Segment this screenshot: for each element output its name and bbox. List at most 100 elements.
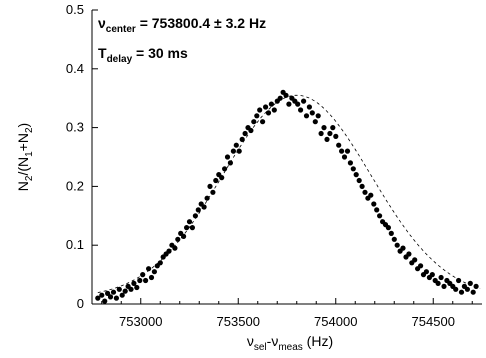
data-point (406, 251, 412, 257)
data-point (227, 160, 233, 166)
y-tick-label: 0.3 (66, 120, 84, 135)
data-point (315, 113, 321, 119)
data-point (309, 110, 315, 116)
data-point (359, 183, 365, 189)
data-point (172, 245, 178, 251)
data-point (423, 269, 429, 275)
data-point (318, 130, 324, 137)
data-point (189, 225, 195, 231)
data-point (260, 119, 266, 125)
data-point (438, 274, 444, 281)
y-tick-label: 0.4 (66, 61, 84, 76)
data-point (140, 272, 146, 278)
data-point (222, 166, 228, 172)
data-point (242, 130, 248, 137)
data-point (128, 286, 134, 292)
data-point (321, 125, 327, 131)
data-point (388, 230, 394, 236)
data-point (312, 119, 318, 125)
x-tick-label: 754000 (314, 314, 357, 329)
data-point (146, 266, 152, 272)
data-point (341, 154, 348, 160)
data-point (201, 204, 207, 210)
data-point (207, 183, 213, 189)
data-point (344, 148, 351, 154)
data-point (458, 289, 465, 295)
data-point (236, 148, 242, 154)
data-point (122, 288, 128, 294)
data-point (418, 263, 424, 269)
data-point (137, 277, 143, 284)
data-point (303, 113, 310, 119)
data-point (239, 136, 245, 142)
data-point (148, 274, 155, 281)
data-point (347, 160, 353, 166)
data-point (336, 142, 342, 148)
data-point (204, 195, 210, 201)
data-point (99, 292, 105, 298)
data-point (116, 286, 122, 292)
data-point (107, 294, 114, 300)
data-point (195, 207, 201, 213)
data-point (339, 148, 345, 154)
data-point (175, 236, 181, 242)
x-axis-label: νsel-νmeas (Hz) (247, 333, 333, 353)
x-tick-label: 754500 (412, 314, 455, 329)
data-point (119, 292, 125, 298)
data-point (254, 113, 260, 119)
y-tick-label: 0.5 (66, 2, 84, 17)
y-tick-label: 0 (77, 296, 84, 311)
data-point (268, 101, 274, 107)
data-point (394, 242, 400, 248)
data-point (441, 283, 447, 289)
data-point (271, 107, 277, 113)
data-point (134, 284, 140, 291)
data-point (295, 101, 301, 107)
data-point (263, 104, 269, 110)
data-point (230, 148, 236, 154)
data-point (467, 280, 473, 286)
annotation-delay: Tdelay = 30 ms (98, 45, 188, 65)
data-point (306, 104, 312, 110)
data-point (464, 286, 470, 292)
data-point (184, 225, 190, 231)
data-point (385, 225, 391, 231)
data-point (473, 283, 479, 289)
data-point (143, 277, 149, 284)
data-point (391, 236, 397, 242)
data-point (113, 295, 119, 301)
data-point (350, 166, 356, 172)
data-point (301, 98, 307, 104)
x-ticks: 753000 753500 754000 754500 (101, 298, 473, 329)
data-point (192, 213, 198, 219)
data-point (213, 177, 219, 184)
data-point (330, 125, 336, 131)
annotation-center: νcenter = 753800.4 ± 3.2 Hz (98, 15, 266, 35)
fit-curve (97, 94, 481, 293)
data-point (233, 142, 239, 148)
data-point (186, 219, 193, 225)
y-axis-label: N2/(N1+N2) (15, 123, 35, 191)
data-point (102, 298, 108, 304)
data-point (400, 245, 406, 251)
y-tick-label: 0.2 (66, 178, 84, 193)
data-point (333, 133, 339, 139)
data-point (412, 257, 418, 263)
data-point (429, 272, 435, 278)
data-point (368, 192, 374, 198)
data-point (251, 119, 257, 125)
data-point (224, 154, 231, 160)
data-point (298, 107, 304, 113)
data-point (456, 277, 462, 284)
data-point (324, 136, 330, 142)
data-point (219, 175, 225, 181)
data-point (95, 295, 101, 301)
y-tick-label: 0.1 (66, 237, 84, 252)
x-tick-label: 753000 (119, 314, 162, 329)
data-point (377, 213, 383, 219)
data-point (374, 207, 380, 213)
data-point (151, 269, 157, 275)
data-point (210, 189, 216, 195)
data-point (181, 233, 187, 239)
